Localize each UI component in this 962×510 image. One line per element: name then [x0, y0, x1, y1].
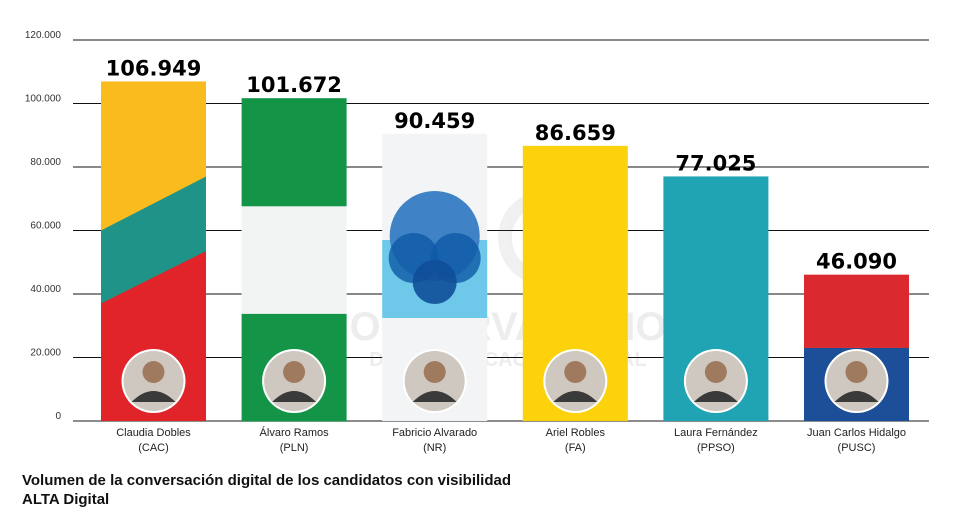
candidate-avatar — [262, 349, 327, 413]
bar-chart: 020.00040.00060.00080.000100.000120.000O… — [25, 30, 929, 454]
avatar-head — [564, 361, 587, 383]
candidate-avatar — [121, 349, 186, 413]
value-label: 77.025 — [675, 151, 756, 175]
logo-circle — [412, 260, 457, 304]
candidate-avatar — [683, 349, 748, 413]
candidate-avatar — [543, 349, 608, 413]
y-tick-label: 60.000 — [30, 221, 61, 232]
avatar-head — [845, 361, 868, 383]
bar-5: 77.025 Laura Fernández (PPSO) — [663, 151, 769, 454]
y-tick-label: 120.000 — [25, 30, 62, 41]
avatar-body — [553, 391, 598, 402]
x-tick-label: Fabricio Alvarado — [392, 427, 477, 439]
bar-6: 46.090 Juan Carlos Hidalgo (PUSC) — [804, 250, 909, 454]
avatar-body — [412, 391, 457, 402]
bar-segment — [804, 274, 909, 348]
value-label: 46.090 — [816, 250, 897, 274]
x-tick-label: Claudia Dobles — [116, 427, 191, 439]
y-tick-label: 80.000 — [30, 157, 61, 168]
bar-1: 106.949 Claudia Dobles (CAC) — [101, 56, 206, 454]
x-tick-label: Laura Fernández — [674, 427, 758, 439]
y-tick-label: 100.000 — [25, 94, 62, 105]
avatar-head — [423, 361, 446, 383]
value-label: 86.659 — [535, 121, 616, 145]
x-tick-label: Ariel Robles — [546, 427, 606, 439]
party-logo — [382, 191, 488, 318]
bar-2: 101.672 Álvaro Ramos (PLN) — [241, 73, 347, 454]
value-label: 101.672 — [246, 73, 342, 97]
avatar-body — [272, 391, 317, 402]
x-tick-party-label: (PLN) — [280, 442, 309, 454]
value-label: 90.459 — [394, 109, 475, 133]
x-tick-party-label: (FA) — [565, 442, 586, 454]
avatar-head — [283, 361, 306, 383]
bar-segment — [241, 98, 347, 207]
x-tick-label: Álvaro Ramos — [260, 426, 330, 439]
x-tick-party-label: (PPSO) — [697, 442, 735, 454]
avatar-head — [142, 361, 165, 383]
avatar-body — [693, 391, 738, 402]
candidate-avatar — [402, 349, 467, 413]
bar-segment — [241, 205, 347, 314]
chart-title: Volumen de la conversación digital de lo… — [22, 472, 512, 508]
avatar-body — [131, 391, 176, 402]
bar-3: 90.459 Fabricio Alvarado (NR) — [382, 109, 488, 454]
candidate-avatar — [824, 349, 889, 413]
y-tick-label: 20.000 — [30, 348, 61, 359]
y-tick-label: 40.000 — [30, 284, 61, 295]
bar-4: 86.659 Ariel Robles (FA) — [522, 121, 628, 454]
x-tick-party-label: (NR) — [423, 442, 446, 454]
x-tick-party-label: (CAC) — [138, 442, 169, 454]
x-tick-label: Juan Carlos Hidalgo — [807, 427, 906, 439]
y-tick-label: 0 — [55, 411, 61, 422]
value-label: 106.949 — [106, 56, 202, 80]
avatar-head — [704, 361, 727, 383]
avatar-body — [834, 391, 879, 402]
x-tick-party-label: (PUSC) — [838, 442, 876, 454]
